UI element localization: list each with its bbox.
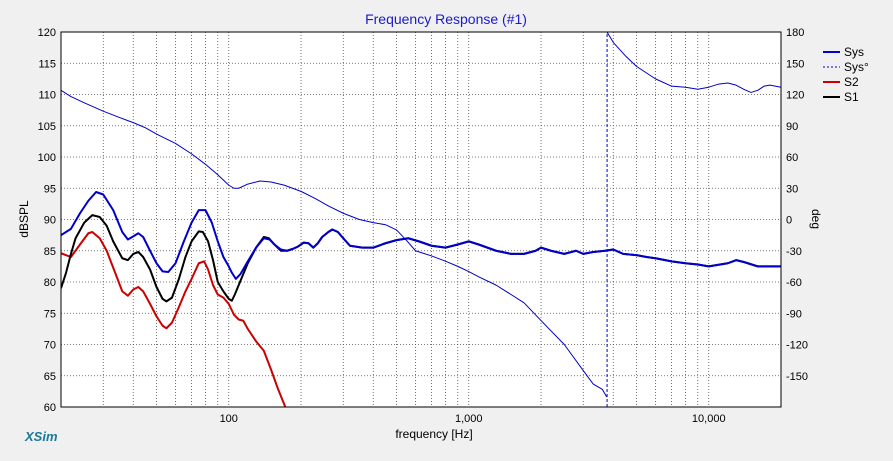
x-axis-label: frequency [Hz] <box>395 427 472 441</box>
tick-labels: 120 115 110 105 100 95 90 85 80 75 70 65 60 180 150 120… <box>38 27 808 425</box>
legend-label: S2 <box>844 75 859 89</box>
legend-label: Sys° <box>844 60 869 74</box>
x-tick-label: 100 <box>220 413 238 425</box>
y2-tick-label: 60 <box>786 152 798 164</box>
legend-label: S1 <box>844 90 859 104</box>
y-tick-label: 75 <box>44 308 56 320</box>
y2-tick-label: 30 <box>786 183 798 195</box>
app-logo: XSim <box>24 429 58 444</box>
series-line-s2 <box>61 231 287 407</box>
series-layer <box>61 32 781 407</box>
y-tick-label: 100 <box>38 152 56 164</box>
y-tick-label: 85 <box>44 246 56 258</box>
y2-tick-label: 90 <box>786 121 798 133</box>
series-line-sys <box>61 32 781 398</box>
y-tick-label: 110 <box>38 90 56 102</box>
y-tick-label: 95 <box>44 183 56 195</box>
y2-tick-label: 120 <box>786 90 804 102</box>
y2-tick-label: -90 <box>786 308 802 320</box>
y-tick-label: 60 <box>44 402 56 414</box>
y2-tick-label: -60 <box>786 277 802 289</box>
series-line-sys <box>61 191 781 280</box>
y-tick-label: 90 <box>44 215 56 227</box>
y-tick-label: 65 <box>44 371 56 383</box>
y-tick-label: 80 <box>44 277 56 289</box>
y2-tick-label: -30 <box>786 246 802 258</box>
y-tick-label: 70 <box>44 340 56 352</box>
y2-tick-label: 180 <box>786 27 804 39</box>
plot-frame <box>60 31 782 408</box>
chart-title: Frequency Response (#1) <box>365 11 527 27</box>
y-tick-label: 120 <box>38 27 56 39</box>
y2-tick-label: 150 <box>786 58 804 70</box>
y2-tick-label: -150 <box>786 371 808 383</box>
x-tick-label: 10,000 <box>692 413 726 425</box>
y2-axis-label: deg <box>809 209 823 229</box>
y-axis-label: dBSPL <box>17 200 31 238</box>
x-tick-label: 1,000 <box>455 413 483 425</box>
y-tick-label: 105 <box>38 121 56 133</box>
legend-label: Sys <box>844 45 864 59</box>
y2-tick-label: -120 <box>786 340 808 352</box>
grid-lines <box>61 32 781 407</box>
y2-tick-label: 0 <box>786 215 792 227</box>
y-tick-label: 115 <box>38 58 56 70</box>
